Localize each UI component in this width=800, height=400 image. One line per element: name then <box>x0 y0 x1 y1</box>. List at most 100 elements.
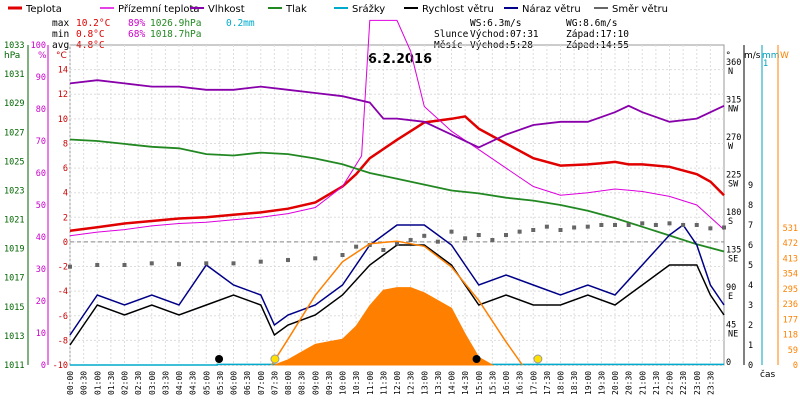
dir-tick-compass: S <box>728 217 733 227</box>
ms-tick-label: 3 <box>748 301 753 311</box>
series-vlhkost <box>69 79 725 149</box>
chart-plot: 00:00 00:30 01:00 01:30 02:00 02:30 03:00 03:30… <box>4 19 798 395</box>
pct-tick-label: 30 <box>36 265 46 275</box>
dir-tick-label: 270 <box>726 133 741 143</box>
temp-tick-label: 14 <box>58 66 68 76</box>
x-tick-label: 19:30 <box>597 371 606 395</box>
wm2-tick-label: 354 <box>783 270 798 280</box>
info-sun-rise: Východ:07:31 <box>470 29 539 40</box>
ms-tick-label: 2 <box>748 321 753 331</box>
ms-tick-label: 8 <box>748 201 753 211</box>
x-tick-label: 09:30 <box>325 371 334 395</box>
wind-dir-point <box>149 261 154 266</box>
moon-marker <box>472 355 481 363</box>
wm2-tick-label: 472 <box>783 239 798 249</box>
wm2-tick-label: 0 <box>793 361 798 371</box>
hpa-tick-label: 1013 <box>4 332 24 342</box>
hpa-tick-label: 1033 <box>4 41 24 51</box>
temp-tick-label: 10 <box>58 115 68 125</box>
wind-dir-point <box>694 223 699 227</box>
x-tick-label: 08:00 <box>284 371 293 395</box>
moon-marker <box>215 355 224 363</box>
wind-dir-point <box>367 243 372 247</box>
wind-dir-point <box>613 223 617 227</box>
axis-wm2-unit: W <box>780 51 789 61</box>
x-axis-label: čas <box>760 369 775 380</box>
wind-dir-point <box>449 229 454 234</box>
stats-max-hum: 89% <box>128 18 145 29</box>
x-tick-label: 03:30 <box>161 371 170 395</box>
x-tick-label: 04:00 <box>175 371 184 395</box>
pct-tick-label: 0 <box>41 361 46 371</box>
hpa-tick-label: 1027 <box>4 128 24 138</box>
wind-dir-point <box>626 223 631 227</box>
pct-tick-label: 20 <box>36 297 46 307</box>
wind-dir-point <box>231 261 236 266</box>
temp-tick-label: 12 <box>58 90 68 100</box>
dir-tick-label: 180 <box>726 208 741 218</box>
dir-tick-compass: NW <box>728 105 739 115</box>
wind-dir-point <box>354 244 359 249</box>
dir-tick-label: 225 <box>726 171 741 181</box>
wind-dir-point <box>585 224 590 229</box>
x-tick-label: 01:00 <box>93 371 102 395</box>
series-sm-r-v-tru <box>68 221 726 269</box>
x-tick-label: 21:00 <box>638 371 647 395</box>
wind-dir-point <box>558 228 563 232</box>
stats-max-press: 1026.9hPa <box>150 18 201 29</box>
wind-dir-point <box>504 233 508 237</box>
x-tick-label: 03:00 <box>148 371 157 395</box>
x-tick-label: 12:00 <box>393 371 402 395</box>
dir-tick-label: 315 <box>726 96 741 106</box>
wind-dir-point <box>653 223 658 227</box>
info-sun-set: Západ:17:10 <box>566 29 629 40</box>
legend-label-prizemni-teplota: Přízemní teplota <box>118 3 200 15</box>
x-tick-label: 06:30 <box>243 371 252 395</box>
x-tick-label: 20:00 <box>611 371 620 395</box>
temp-tick-label: -4 <box>58 287 68 297</box>
series-slune-n-z-en- <box>274 287 495 366</box>
mm-tick-label: 1 <box>763 59 768 69</box>
temp-tick-label: 8 <box>63 139 68 149</box>
temp-tick-label: 2 <box>63 213 68 223</box>
axis-ms-unit: m/s <box>744 51 761 61</box>
x-tick-label: 14:30 <box>461 371 470 395</box>
wind-dir-point <box>544 224 549 229</box>
wm2-tick-label: 531 <box>783 224 798 234</box>
x-tick-label: 22:00 <box>666 371 675 395</box>
x-tick-label: 04:30 <box>189 371 198 395</box>
wm2-tick-label: 177 <box>783 315 798 325</box>
hpa-tick-label: 1023 <box>4 186 24 196</box>
info-block: WS:6.3m/s WG:8.6m/s Slunce Východ:07:31 … <box>434 18 629 51</box>
dir-tick-label: 360 <box>726 58 741 68</box>
x-tick-label: 11:30 <box>379 371 388 395</box>
x-tick-label: 15:00 <box>475 371 484 395</box>
temp-tick-label: -2 <box>58 263 68 273</box>
wind-dir-point <box>313 256 318 261</box>
pct-tick-label: 40 <box>36 233 46 243</box>
legend-label-naraz-vetru: Náraz větru <box>522 3 581 15</box>
pct-tick-label: 90 <box>36 73 46 83</box>
sun-marker <box>533 354 543 364</box>
stats-min-label: min <box>52 29 69 40</box>
hpa-tick-label: 1021 <box>4 216 24 226</box>
hpa-tick-label: 1017 <box>4 274 24 284</box>
x-tick-label: 16:00 <box>502 371 511 395</box>
wind-dir-point <box>68 264 72 269</box>
wind-dir-point <box>340 253 345 257</box>
chart-title: 6.2.2016 <box>368 52 432 67</box>
x-tick-label: 23:30 <box>706 371 715 395</box>
x-tick-label: 07:30 <box>270 371 279 395</box>
wind-dir-point <box>204 261 209 266</box>
legend-label-rychlost-vetru: Rychlost větru <box>422 3 494 15</box>
wind-dir-point <box>517 229 522 234</box>
hpa-tick-label: 1025 <box>4 157 24 167</box>
pct-tick-label: 100 <box>31 41 46 51</box>
axis-hpa-unit: hPa <box>4 51 20 61</box>
pct-tick-label: 10 <box>36 329 46 339</box>
x-tick-label: 00:00 <box>66 371 75 395</box>
hpa-tick-label: 1029 <box>4 99 24 109</box>
dir-tick-label: 135 <box>726 246 741 256</box>
wind-dir-point <box>95 263 100 267</box>
